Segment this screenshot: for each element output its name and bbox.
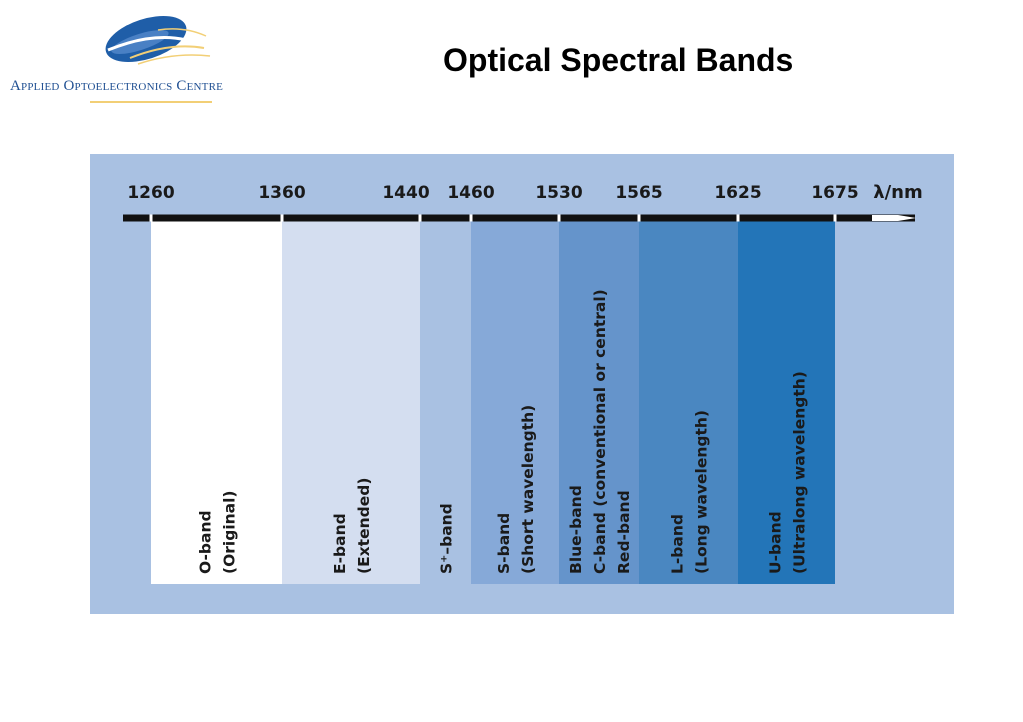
band-label-line: C-band (conventional or central)	[591, 289, 609, 574]
band-label-line: Red-band	[615, 490, 633, 574]
wavelength-axis-arrow-icon	[872, 215, 916, 221]
band-label-line: (Long wavelength)	[693, 410, 711, 574]
band-label-line: S⁺–band	[438, 503, 456, 574]
axis-tick-mark	[833, 214, 837, 222]
aoc-logo: Applied Optoelectronics Centre	[8, 8, 288, 108]
band-rect-7	[738, 221, 835, 584]
logo-underline	[90, 101, 212, 103]
axis-tick-label: 1530	[535, 183, 582, 203]
band-rect-1	[151, 221, 282, 584]
axis-tick-label: 1625	[714, 183, 761, 203]
axis-tick-mark	[637, 214, 641, 222]
band-rect-6	[639, 221, 738, 584]
spectral-bands-diagram: 1260 1360 1440 1460 1530 1565 1625 1675 λ/nm O-ba…	[90, 154, 954, 614]
logo-text: Applied Optoelectronics Centre	[10, 78, 224, 94]
band-label-line: U-band	[767, 511, 785, 574]
spectral-bands-svg: 1260 1360 1440 1460 1530 1565 1625 1675 λ/nm O-ba…	[90, 154, 954, 614]
band-label-line: Blue-band	[567, 485, 585, 574]
axis-tick-label: 1260	[127, 183, 174, 203]
band-rect-2	[282, 221, 420, 584]
axis-tick-mark	[418, 214, 422, 222]
axis-tick-mark	[736, 214, 740, 222]
band-rect-3	[420, 221, 471, 584]
wavelength-axis-bar	[123, 214, 915, 222]
aoc-logo-emblem-icon	[105, 15, 211, 65]
band-label-line: O-band	[197, 510, 215, 574]
band-label-line: S-band	[495, 513, 513, 574]
axis-tick-label: 1460	[447, 183, 494, 203]
band-rect-4	[471, 221, 559, 584]
band-label-line: (Extended)	[355, 478, 373, 574]
band-label-line: (Ultralong wavelength)	[791, 371, 809, 574]
axis-tick-mark	[557, 214, 561, 222]
band-label-line: E-band	[331, 513, 349, 574]
band-label-line: (Short wavelength)	[519, 405, 537, 574]
axis-tick-mark	[469, 214, 473, 222]
band-label-line: L-band	[669, 514, 687, 574]
axis-tick-mark	[280, 214, 284, 222]
band-label-line: (Original)	[221, 490, 239, 574]
axis-tick-label: 1440	[382, 183, 429, 203]
axis-tick-label: 1565	[615, 183, 662, 203]
axis-tick-mark	[149, 214, 153, 222]
page-title: Optical Spectral Bands	[443, 42, 794, 78]
axis-tick-label: 1675	[811, 183, 858, 203]
band-rect-5	[559, 221, 639, 584]
axis-tick-label: 1360	[258, 183, 305, 203]
axis-unit-label: λ/nm	[873, 182, 923, 203]
